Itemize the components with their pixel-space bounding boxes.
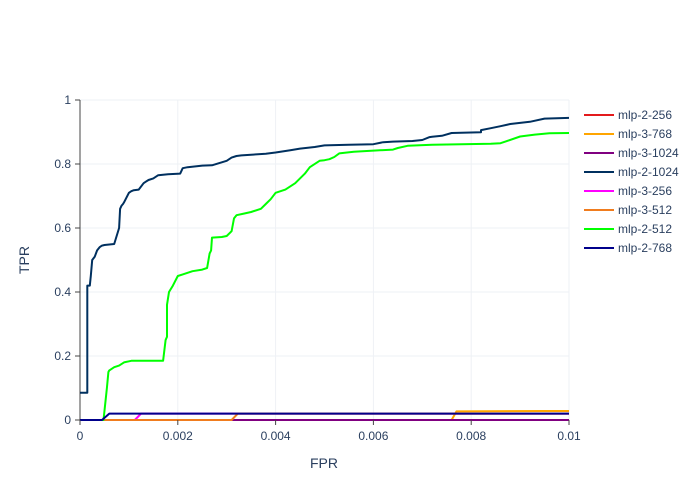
legend[interactable]: mlp-2-256 mlp-3-768 mlp-3-1024 mlp-2-1024 ml… bbox=[584, 108, 679, 255]
series-line-mlp-2-768 bbox=[80, 412, 569, 421]
y-tick-label: 0.4 bbox=[54, 285, 71, 299]
series-line-mlp-2-512 bbox=[80, 132, 570, 421]
y-axis-ticks: 0 0.2 0.4 0.6 0.8 1 bbox=[54, 93, 80, 427]
x-tick-label: 0.004 bbox=[261, 429, 291, 443]
legend-label: mlp-3-512 bbox=[618, 203, 672, 217]
legend-item-mlp-2-1024[interactable]: mlp-2-1024 bbox=[584, 165, 679, 179]
y-tick-label: 0.8 bbox=[54, 157, 71, 171]
legend-item-mlp-3-512[interactable]: mlp-3-512 bbox=[584, 203, 672, 217]
series-line-mlp-2-1024 bbox=[80, 116, 570, 394]
legend-label: mlp-3-1024 bbox=[618, 146, 679, 160]
legend-item-mlp-2-768[interactable]: mlp-2-768 bbox=[584, 241, 672, 255]
x-tick-label: 0.002 bbox=[163, 429, 193, 443]
y-tick-label: 0 bbox=[64, 413, 71, 427]
legend-item-mlp-2-256[interactable]: mlp-2-256 bbox=[584, 108, 672, 122]
plot-area bbox=[80, 116, 570, 421]
x-axis-ticks: 0 0.002 0.004 0.006 0.008 0.01 bbox=[77, 420, 581, 443]
legend-item-mlp-3-1024[interactable]: mlp-3-1024 bbox=[584, 146, 679, 160]
y-tick-label: 1 bbox=[64, 93, 71, 107]
legend-label: mlp-2-768 bbox=[618, 241, 672, 255]
legend-item-mlp-2-512[interactable]: mlp-2-512 bbox=[584, 222, 672, 236]
legend-item-mlp-3-768[interactable]: mlp-3-768 bbox=[584, 127, 672, 141]
legend-label: mlp-3-256 bbox=[618, 184, 672, 198]
gridlines bbox=[80, 99, 570, 420]
y-axis-title: TPR bbox=[16, 246, 32, 274]
zero-lines bbox=[79, 100, 569, 421]
y-tick-label: 0.2 bbox=[54, 349, 71, 363]
legend-label: mlp-2-256 bbox=[618, 108, 672, 122]
x-axis-title: FPR bbox=[310, 455, 338, 471]
legend-label: mlp-2-1024 bbox=[618, 165, 679, 179]
series-line-mlp-3-768 bbox=[80, 410, 569, 421]
x-tick-label: 0.006 bbox=[358, 429, 388, 443]
legend-item-mlp-3-256[interactable]: mlp-3-256 bbox=[584, 184, 672, 198]
x-tick-label: 0 bbox=[77, 429, 84, 443]
legend-label: mlp-2-512 bbox=[618, 222, 672, 236]
y-tick-label: 0.6 bbox=[54, 221, 71, 235]
x-tick-label: 0.008 bbox=[456, 429, 486, 443]
x-tick-label: 0.01 bbox=[557, 429, 581, 443]
legend-label: mlp-3-768 bbox=[618, 127, 672, 141]
